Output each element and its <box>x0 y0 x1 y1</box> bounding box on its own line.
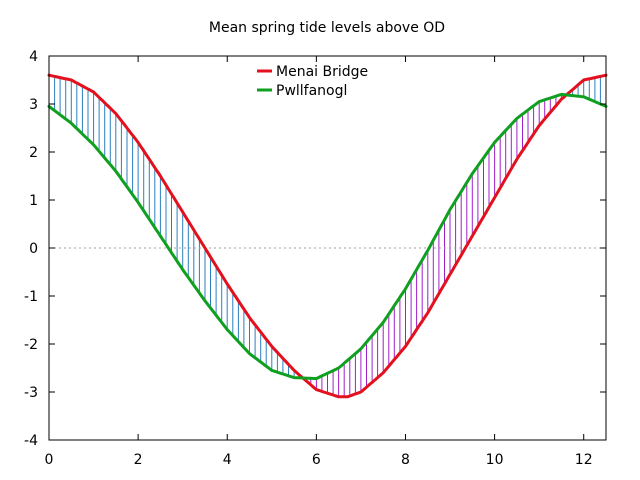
y-tick-label: 0 <box>29 241 38 257</box>
legend-label: Pwllfanogl <box>276 83 347 99</box>
plot-area <box>47 73 608 399</box>
y-tick-label: -1 <box>24 289 38 305</box>
y-tick-label: 2 <box>29 145 38 161</box>
chart-title: Mean spring tide levels above OD <box>209 20 445 36</box>
x-tick-label: 8 <box>401 452 410 468</box>
y-tick-label: -3 <box>24 385 38 401</box>
x-tick-label: 6 <box>312 452 321 468</box>
y-tick-label: -4 <box>24 433 38 449</box>
y-tick-label: 1 <box>29 193 38 209</box>
x-tick-label: 10 <box>486 452 504 468</box>
difference-fill <box>48 75 607 397</box>
x-tick-label: 0 <box>45 452 54 468</box>
series-line-1 <box>47 92 608 381</box>
legend: Menai Bridge Pwllfanogl <box>257 64 368 99</box>
series-line-0 <box>47 73 608 399</box>
x-tick-label: 12 <box>575 452 593 468</box>
x-tick-label: 2 <box>134 452 143 468</box>
y-tick-label: 4 <box>29 49 38 65</box>
y-tick-label: -2 <box>24 337 38 353</box>
legend-label: Menai Bridge <box>276 64 368 80</box>
x-tick-label: 4 <box>223 452 232 468</box>
y-tick-label: 3 <box>29 97 38 113</box>
